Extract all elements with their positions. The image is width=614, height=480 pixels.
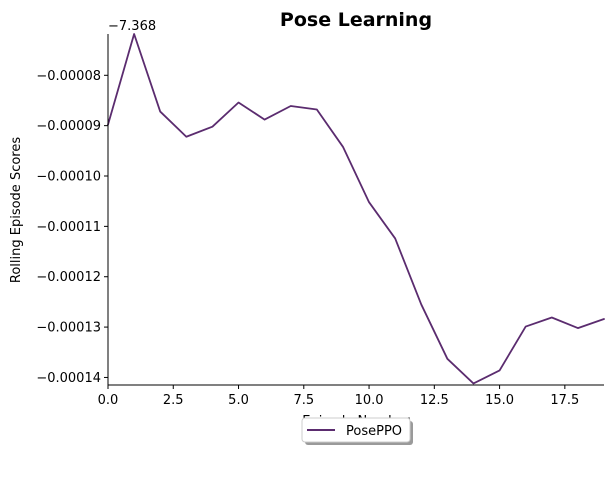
x-tick-label: 10.0 [355, 393, 384, 408]
x-tick-label: 17.5 [550, 393, 579, 408]
x-tick-label: 12.5 [420, 393, 449, 408]
legend: PosePPO [301, 417, 413, 445]
x-tick-label: 7.5 [293, 393, 314, 408]
y-axis-label: Rolling Episode Scores [9, 137, 24, 283]
x-tick-label: 15.0 [485, 393, 514, 408]
x-tick-label: 2.5 [163, 393, 184, 408]
y-tick-label: −0.00011 [36, 220, 101, 235]
y-tick-label: −0.00009 [36, 119, 101, 134]
plot-area [107, 33, 605, 385]
x-axis-ticks: 0.0 2.5 5.0 7.5 10.0 12.5 15.0 17.5 [98, 385, 579, 408]
y-tick-label: −0.00008 [36, 69, 101, 84]
y-offset-label: −7.368 [108, 19, 156, 34]
x-tick-label: 5.0 [228, 393, 249, 408]
y-tick-label: −0.00012 [36, 270, 101, 285]
chart-title: Pose Learning [280, 9, 432, 31]
y-tick-label: −0.00013 [36, 321, 101, 336]
x-tick-label: 0.0 [98, 393, 119, 408]
series-line-poseppo [107, 33, 605, 385]
legend-label-poseppo: PosePPO [346, 424, 402, 439]
y-tick-label: −0.00014 [36, 371, 101, 386]
y-tick-label: −0.00010 [36, 170, 101, 185]
legend-box [301, 417, 411, 443]
y-axis-ticks: −0.00008 −0.00009 −0.00010 −0.00011 −0.00012… [36, 69, 108, 386]
